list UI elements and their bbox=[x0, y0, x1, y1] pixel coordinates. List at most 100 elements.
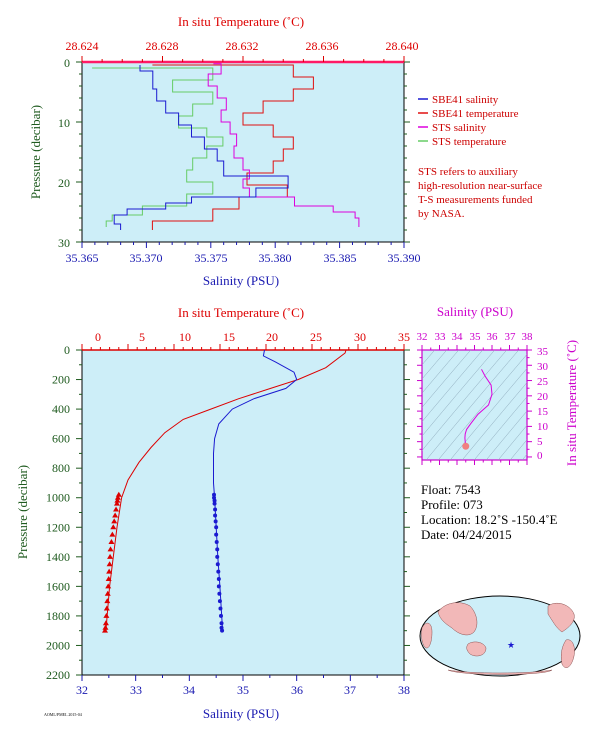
legend-label-sbe41-salinity: SBE41 salinity bbox=[432, 94, 499, 106]
temperature-sample-point bbox=[102, 627, 108, 633]
bottom-pressure-tick-label: 2000 bbox=[46, 638, 70, 652]
sts-note: STS refers to auxiliary high-resolution … bbox=[418, 166, 542, 220]
salinity-sample-point bbox=[219, 625, 224, 630]
legend-item-sbe41-temperature: SBE41 temperature bbox=[418, 108, 519, 120]
ts-temp-tick-label: 35 bbox=[537, 346, 549, 358]
ts-panel-plot-area bbox=[421, 349, 528, 461]
density-contour bbox=[422, 350, 484, 423]
temperature-sample-point bbox=[105, 575, 112, 581]
ts-panel-salinity-axis-title: Salinity (PSU) bbox=[437, 304, 513, 319]
bottom-panel-pressure-tick-labels: 0 200 400 600 800 1000 1200 1400 1600 1800 2000 220… bbox=[46, 343, 70, 682]
legend-item-sbe41-salinity: SBE41 salinity bbox=[418, 94, 499, 106]
temperature-sample-point bbox=[108, 539, 115, 545]
legend-label-sts-temperature: STS temperature bbox=[432, 136, 506, 148]
top-panel-legend: SBE41 salinity SBE41 temperature STS sal… bbox=[418, 94, 519, 148]
footer-code: AOML/PMEL 2015-04 bbox=[44, 712, 82, 717]
salinity-sample-point bbox=[216, 569, 221, 574]
top-temp-tick-label: 28.624 bbox=[66, 39, 99, 53]
ts-panel-temperature-tick-labels: 35 30 25 20 15 10 5 0 bbox=[537, 346, 549, 462]
top-pressure-tick-label: 30 bbox=[58, 236, 70, 250]
bottom-sal-tick-label: 37 bbox=[344, 683, 356, 697]
bottom-panel: In situ Temperature (˚C) 0 5 10 15 20 25… bbox=[15, 305, 410, 721]
land-antarctica bbox=[447, 669, 553, 675]
ts-sal-tick-label: 37 bbox=[505, 331, 517, 343]
temperature-sample-point bbox=[107, 553, 114, 559]
salinity-sample-point bbox=[215, 562, 220, 567]
density-contour bbox=[422, 350, 448, 380]
bottom-sal-tick-label: 34 bbox=[183, 683, 195, 697]
bottom-panel-salinity-axis-title: Salinity (PSU) bbox=[203, 706, 279, 721]
salinity-sample-point bbox=[213, 513, 218, 518]
density-contour bbox=[422, 350, 460, 394]
ts-panel-salinity-tick-labels: 32 33 34 35 36 37 38 bbox=[417, 331, 534, 343]
sts-note-line: STS refers to auxiliary bbox=[418, 166, 518, 178]
salinity-sample-point bbox=[214, 532, 219, 537]
top-sal-tick-label: 35.380 bbox=[259, 251, 292, 265]
salinity-sample-point bbox=[216, 576, 221, 581]
temperature-sample-point bbox=[111, 518, 118, 524]
temperature-sample-point bbox=[102, 620, 109, 626]
ts-panel-series bbox=[462, 369, 493, 450]
salinity-sample-point bbox=[213, 519, 218, 524]
temperature-sample-point bbox=[106, 561, 113, 567]
top-temp-tick-label: 28.636 bbox=[306, 39, 339, 53]
salinity-sample-point bbox=[215, 547, 220, 552]
temperature-sample-point bbox=[113, 506, 120, 512]
bottom-temp-tick-label: 35 bbox=[398, 330, 410, 344]
bottom-sal-tick-label: 36 bbox=[291, 683, 303, 697]
float-location: Location: 18.2˚S -150.4˚E bbox=[421, 512, 558, 527]
temperature-sample-point bbox=[109, 531, 116, 537]
density-contour bbox=[461, 382, 527, 460]
top-panel-ticks bbox=[76, 56, 410, 248]
density-contour bbox=[425, 350, 520, 460]
bottom-panel-pressure-axis-title: Pressure (decibar) bbox=[15, 465, 30, 559]
density-contour bbox=[422, 350, 436, 366]
ts-panel-ticks bbox=[417, 345, 532, 465]
density-contour bbox=[521, 453, 527, 460]
top-pressure-tick-label: 10 bbox=[58, 116, 70, 130]
series-temperature bbox=[105, 349, 347, 631]
top-sal-tick-label: 35.365 bbox=[66, 251, 99, 265]
bottom-panel-salinity-tick-labels: 32 33 34 35 36 37 38 bbox=[76, 683, 410, 697]
top-temp-tick-label: 28.628 bbox=[146, 39, 179, 53]
top-sal-tick-label: 35.385 bbox=[324, 251, 357, 265]
salinity-sample-point bbox=[217, 591, 222, 596]
bottom-pressure-tick-label: 200 bbox=[52, 373, 70, 387]
salinity-sample-point bbox=[219, 621, 224, 626]
land-south-america bbox=[560, 639, 575, 668]
density-contour bbox=[449, 368, 527, 460]
legend-label-sbe41-temperature: SBE41 temperature bbox=[432, 108, 519, 120]
salinity-sample-point bbox=[215, 554, 220, 559]
density-contour bbox=[422, 350, 508, 451]
density-contour bbox=[509, 439, 527, 460]
bottom-pressure-tick-label: 2200 bbox=[46, 668, 70, 682]
ts-sal-tick-label: 32 bbox=[417, 331, 428, 343]
bottom-pressure-tick-label: 600 bbox=[52, 432, 70, 446]
series-salinity bbox=[213, 349, 298, 631]
temperature-sample-point bbox=[104, 590, 111, 596]
sts-note-line: T-S measurements funded bbox=[418, 194, 533, 206]
land-asia bbox=[437, 602, 478, 636]
salinity-sample-point bbox=[212, 498, 217, 503]
bottom-pressure-tick-label: 1200 bbox=[46, 520, 70, 534]
ts-temp-tick-label: 25 bbox=[537, 376, 549, 388]
temperature-sample-point bbox=[114, 497, 121, 503]
bottom-temp-tick-label: 25 bbox=[310, 330, 322, 344]
land-europe-africa bbox=[421, 622, 433, 649]
ts-temp-tick-label: 20 bbox=[537, 391, 549, 403]
temperature-sample-point bbox=[115, 491, 122, 497]
density-contour bbox=[422, 350, 496, 437]
bottom-pressure-tick-label: 0 bbox=[64, 343, 70, 357]
top-sal-tick-label: 35.390 bbox=[388, 251, 421, 265]
series-sbe41-temperature bbox=[151, 64, 314, 230]
temperature-sample-point bbox=[105, 583, 112, 589]
temperature-sample-point bbox=[103, 605, 110, 611]
ts-temp-tick-label: 0 bbox=[537, 450, 543, 462]
bottom-pressure-tick-label: 1000 bbox=[46, 491, 70, 505]
temperature-sample-point bbox=[104, 598, 111, 604]
top-panel-salinity-tick-labels: 35.365 35.370 35.375 35.380 35.385 35.39… bbox=[66, 251, 421, 265]
ts-temp-tick-label: 15 bbox=[537, 406, 549, 418]
bottom-pressure-tick-label: 800 bbox=[52, 461, 70, 475]
sts-note-line: by NASA. bbox=[418, 208, 465, 220]
density-contour bbox=[473, 396, 527, 460]
